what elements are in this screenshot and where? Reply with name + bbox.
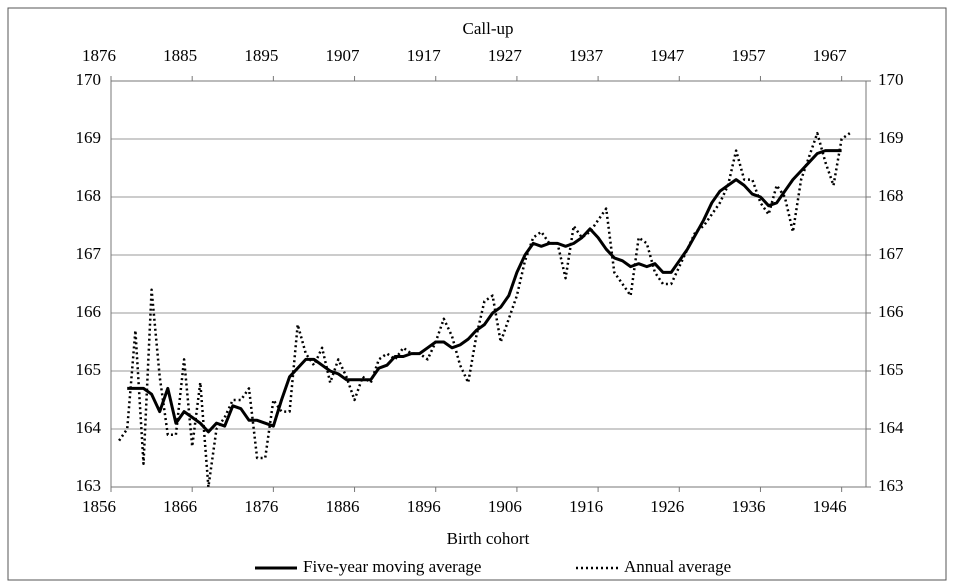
x-tick-label: 1936 [731,497,765,516]
x2-tick-label: 1895 [244,46,278,65]
x2-tick-label: 1947 [650,46,685,65]
y-tick-label: 163 [76,476,102,495]
frame [7,7,947,581]
x-tick-label: 1926 [650,497,684,516]
y2-tick-label: 163 [878,476,904,495]
x2-tick-label: 1957 [731,46,766,65]
x-tick-label: 1916 [569,497,603,516]
y-tick-label: 167 [76,244,102,263]
x-tick-label: 1876 [244,497,278,516]
y2-tick-label: 164 [878,418,904,437]
x-tick-label: 1906 [488,497,522,516]
x-tick-label: 1866 [163,497,197,516]
legend-label: Annual average [624,557,731,576]
y-tick-label: 168 [76,186,102,205]
x2-tick-label: 1885 [163,46,197,65]
x-tick-label: 1886 [326,497,360,516]
legend-label: Five-year moving average [303,557,481,576]
x-axis-title: Birth cohort [447,529,530,548]
y2-tick-label: 166 [878,302,904,321]
y-tick-label: 166 [76,302,102,321]
y2-tick-label: 170 [878,70,904,89]
y-tick-label: 164 [76,418,102,437]
y2-tick-label: 168 [878,186,904,205]
x2-tick-label: 1907 [326,46,361,65]
y-tick-label: 165 [76,360,102,379]
line-series [118,131,851,489]
x-tick-label: 1946 [813,497,847,516]
plot-border [110,80,867,488]
y2-tick-label: 165 [878,360,904,379]
x2-tick-label: 1967 [813,46,848,65]
x2-tick-label: 1937 [569,46,604,65]
x2-tick-label: 1917 [407,46,442,65]
y-tick-label: 170 [76,70,102,89]
top-axis-title: Call-up [463,19,514,38]
y2-tick-label: 167 [878,244,904,263]
line-series [127,149,842,434]
x-tick-label: 1896 [407,497,441,516]
x2-tick-label: 1927 [488,46,523,65]
x2-tick-label: 1876 [82,46,116,65]
y-tick-label: 169 [76,128,102,147]
y2-tick-label: 169 [878,128,904,147]
x-tick-label: 1856 [82,497,116,516]
